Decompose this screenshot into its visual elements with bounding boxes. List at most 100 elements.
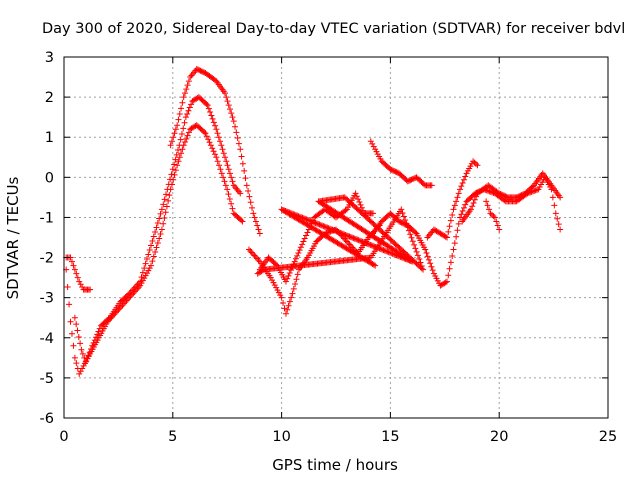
data-point [370,143,377,150]
data-point [296,213,303,220]
data-point [472,160,479,167]
data-point [459,179,466,186]
data-point [153,244,160,251]
data-point [242,175,249,182]
data-point [386,249,393,256]
data-point [166,192,173,199]
data-point [304,216,311,223]
data-point [343,232,350,239]
data-point [339,230,346,237]
data-point [324,229,331,236]
data-point [369,242,376,249]
data-point [358,204,365,211]
data-point [412,245,419,252]
data-point [294,271,301,278]
data-point [74,274,81,281]
data-point [483,198,490,205]
data-point [446,223,453,230]
x-tick-label: 10 [272,429,290,445]
data-point [186,104,193,111]
data-point [355,237,362,244]
data-point [451,202,458,209]
data-point [87,286,94,293]
data-point [321,223,328,230]
data-point [455,190,462,197]
data-point [223,94,230,101]
data-point [297,244,304,251]
data-point [267,274,274,281]
data-point [369,210,376,217]
data-point [181,90,188,97]
data-point [143,270,150,277]
data-point [384,248,391,255]
data-point [90,339,97,346]
series-group [367,138,435,189]
data-point [302,215,309,222]
data-point [93,334,100,341]
data-point [358,238,365,245]
data-point [446,265,453,272]
data-point [179,146,186,153]
data-point [312,219,319,226]
data-point [250,251,257,258]
data-point [447,217,454,224]
data-point [163,203,170,210]
data-point [84,355,91,362]
data-point [293,276,300,283]
data-point [449,252,456,259]
data-point [364,240,371,247]
data-point [152,228,159,235]
data-point [471,196,478,203]
data-point [217,166,224,173]
data-point [206,139,213,146]
data-point [462,173,469,180]
data-point [220,150,227,157]
data-point [388,250,395,257]
series-group [63,122,246,377]
data-point [385,249,392,256]
data-point [460,204,467,211]
data-point [356,237,363,244]
data-point [325,225,332,232]
data-point [362,239,369,246]
data-point [278,206,285,213]
data-point [229,205,236,212]
data-point [145,251,152,258]
data-point [181,139,188,146]
data-point [175,158,182,165]
data-point [399,209,406,216]
data-point [484,202,491,209]
data-point [298,214,305,221]
data-point [238,217,245,224]
data-point [470,158,477,165]
data-point [380,247,387,254]
data-point [485,187,492,194]
data-point [176,142,183,149]
data-point [457,186,464,193]
data-point [286,209,293,216]
data-point [225,166,232,173]
data-point [450,206,457,213]
data-point [289,210,296,217]
data-point [420,266,427,273]
data-point [214,158,221,165]
data-point [221,178,228,185]
data-point [429,267,436,274]
data-point [77,340,84,347]
data-point [494,222,501,229]
data-point [282,310,289,317]
data-point [247,248,254,255]
data-point [274,287,281,294]
data-point [156,235,163,242]
data-point [146,265,153,272]
data-point [213,154,220,161]
data-point [142,260,149,267]
data-point [286,270,293,277]
data-point [226,195,233,202]
data-point [78,346,85,353]
y-tick-label: -4 [40,331,54,347]
series-group [369,174,564,289]
data-point [287,267,294,274]
data-point [273,284,280,291]
data-point [418,263,425,270]
